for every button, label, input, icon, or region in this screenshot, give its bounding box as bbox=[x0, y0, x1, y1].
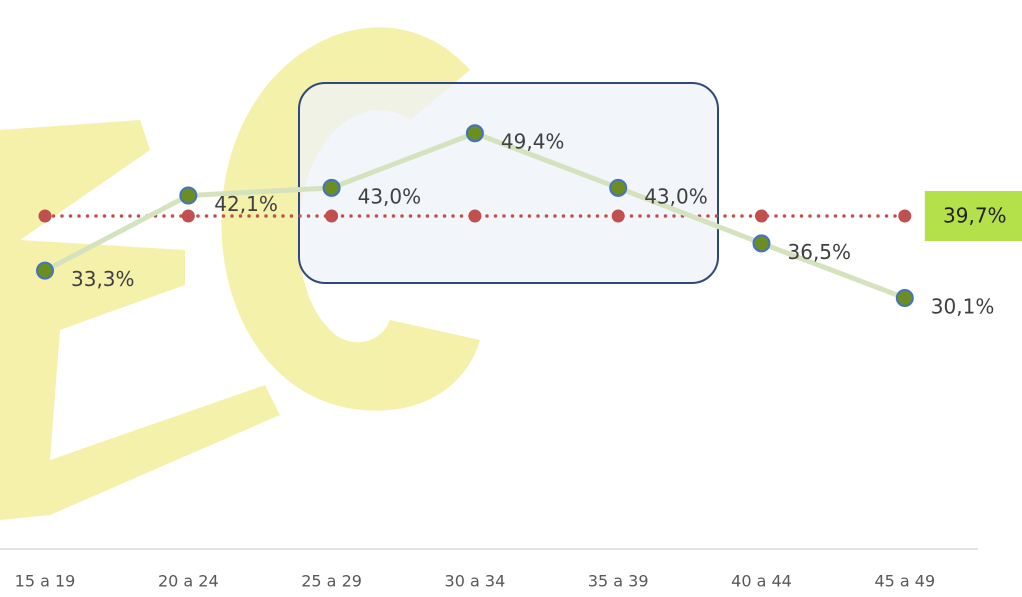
value-label: 33,3% bbox=[71, 267, 135, 291]
x-tick-label: 25 a 29 bbox=[301, 572, 362, 591]
marker bbox=[609, 178, 628, 197]
marker bbox=[38, 209, 52, 223]
value-label: 39,7% bbox=[943, 204, 1007, 228]
marker bbox=[898, 209, 912, 223]
watermark bbox=[0, 27, 480, 520]
value-label: 43,0% bbox=[644, 184, 708, 208]
value-label: 30,1% bbox=[931, 294, 995, 318]
marker bbox=[181, 209, 195, 223]
x-tick-label: 45 a 49 bbox=[874, 572, 935, 591]
value-label: 36,5% bbox=[788, 240, 852, 264]
watermark-e bbox=[0, 120, 280, 520]
value-label: 49,4% bbox=[501, 130, 565, 154]
x-tick-label: 40 a 44 bbox=[731, 572, 792, 591]
marker bbox=[611, 209, 625, 223]
x-tick-label: 15 a 19 bbox=[15, 572, 76, 591]
marker bbox=[755, 209, 768, 223]
marker bbox=[468, 209, 482, 223]
marker bbox=[322, 178, 341, 197]
marker bbox=[895, 288, 914, 307]
highlight-box bbox=[298, 82, 719, 284]
x-tick-label: 20 a 24 bbox=[158, 572, 219, 591]
value-label-box bbox=[924, 191, 1022, 242]
marker bbox=[36, 261, 54, 280]
marker bbox=[325, 209, 339, 223]
marker bbox=[465, 124, 484, 143]
x-tick-label: 30 a 34 bbox=[445, 572, 506, 591]
value-label: 43,0% bbox=[358, 184, 422, 208]
value-label: 42,1% bbox=[214, 192, 278, 216]
x-tick-label: 35 a 39 bbox=[588, 572, 649, 591]
marker bbox=[179, 186, 198, 205]
watermark-c bbox=[221, 27, 480, 411]
marker bbox=[752, 234, 771, 253]
